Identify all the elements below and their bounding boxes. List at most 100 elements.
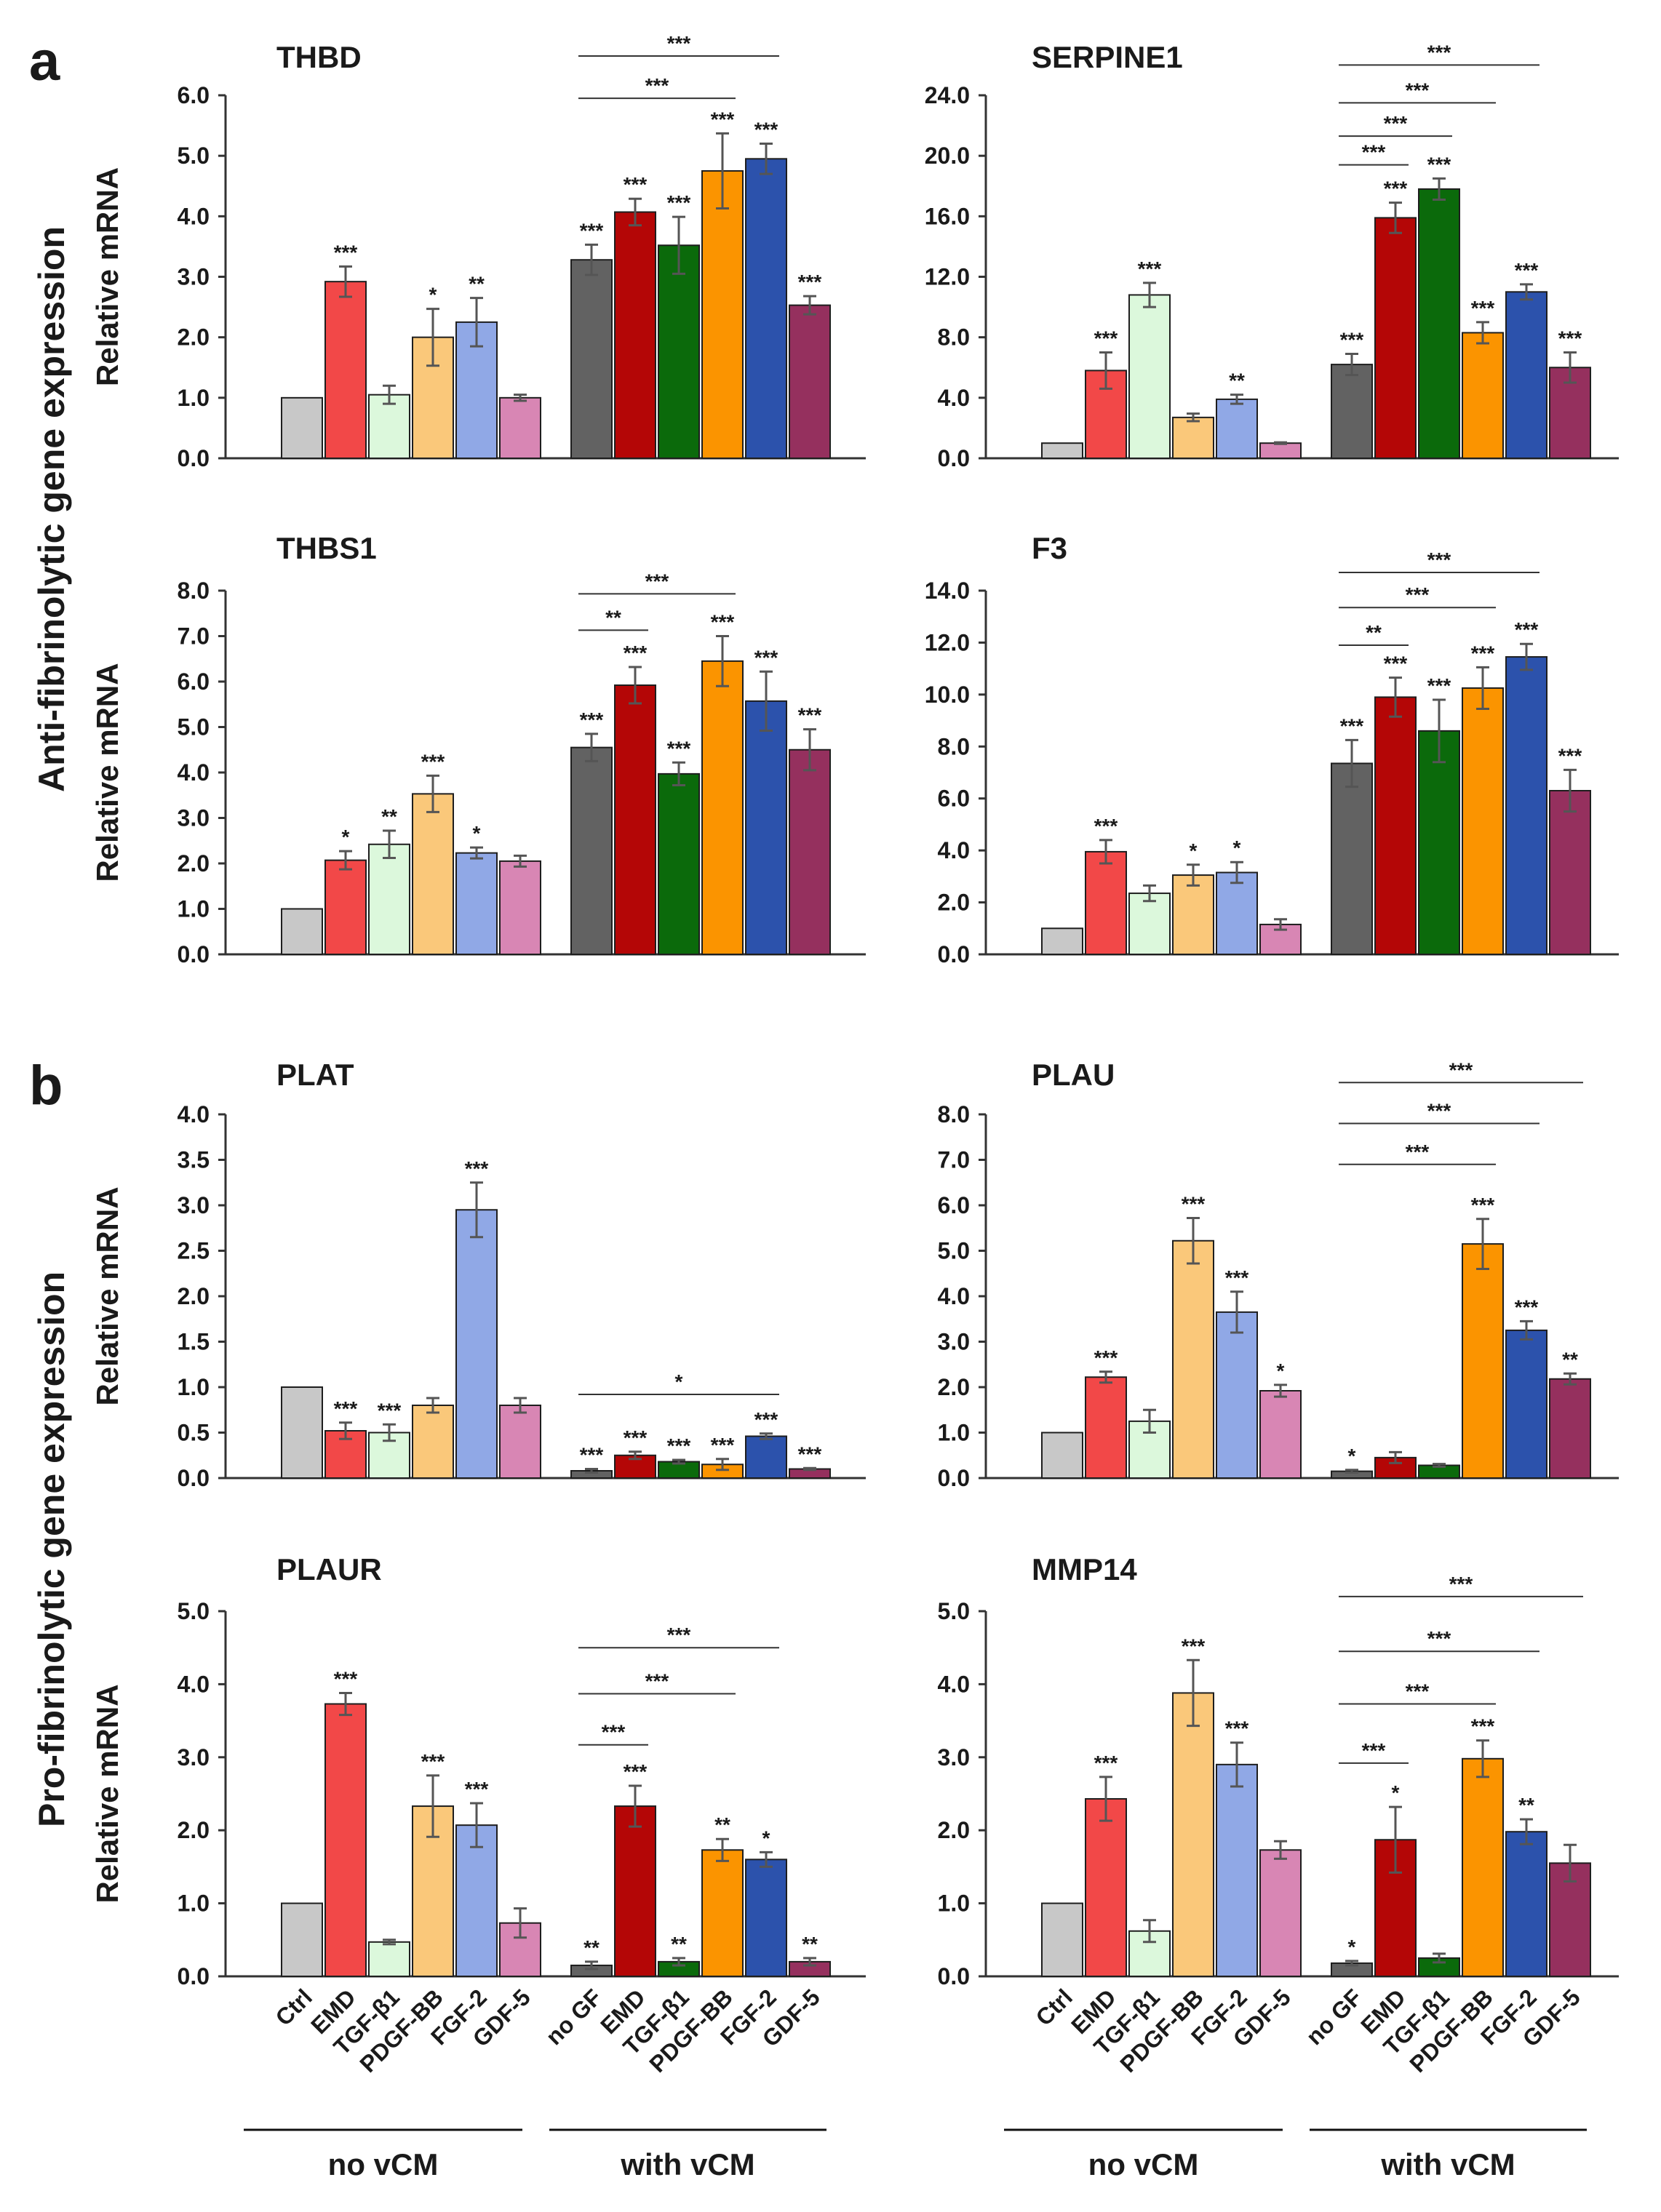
y-tick-label: 0.0 — [178, 1963, 210, 1989]
y-tick-label: 2.0 — [938, 1374, 970, 1400]
significance-label: * — [1277, 1359, 1285, 1382]
y-tick-label: 4.0 — [178, 203, 210, 229]
bar-11 — [789, 748, 831, 955]
comparison-label: ** — [605, 606, 621, 628]
y-tick-label: 0.0 — [938, 941, 970, 967]
significance-label: *** — [711, 1434, 735, 1456]
chart-title: THBD — [276, 40, 362, 74]
y-tick-label: 6.0 — [178, 82, 210, 108]
comparison-label: *** — [1427, 1627, 1451, 1650]
significance-label: *** — [421, 750, 445, 772]
y-tick-label: 0.0 — [938, 1465, 970, 1491]
significance-label: *** — [1471, 1715, 1495, 1738]
chart-title: F3 — [1032, 531, 1067, 565]
panel-letter-a: a — [29, 31, 60, 92]
bar-0 — [281, 1902, 323, 1978]
bar-10 — [1505, 291, 1548, 459]
y-tick-label: 10.0 — [925, 682, 970, 708]
y-tick-label: 20.0 — [925, 143, 970, 169]
significance-label: * — [473, 822, 481, 845]
bar-9 — [1462, 332, 1504, 459]
significance-label: *** — [1094, 815, 1118, 837]
significance-label: * — [1190, 839, 1198, 862]
bar-1 — [1085, 1798, 1127, 1978]
significance-label: ** — [1562, 1348, 1578, 1370]
y-tick-label: 0.0 — [938, 445, 970, 471]
y-tick-label: 5.0 — [178, 1598, 210, 1624]
y-tick-label: 5.0 — [938, 1598, 970, 1624]
bar-0 — [281, 1386, 323, 1479]
bar-4 — [1216, 871, 1258, 955]
significance-label: *** — [624, 1760, 648, 1783]
significance-label: * — [1392, 1781, 1400, 1804]
y-tick-label: 2.0 — [178, 1817, 210, 1843]
y-tick-label: 3.0 — [178, 1744, 210, 1770]
y-axis-label: Relative mRNA — [90, 1684, 124, 1903]
significance-label: *** — [754, 119, 778, 141]
bar-3 — [1172, 416, 1214, 459]
y-tick-label: 2.0 — [938, 890, 970, 916]
bar-1 — [1085, 850, 1127, 956]
chart-plat: PLAT Relative mRNA 0.0 0.5 1.0 1.5 2.0 2.5 3.0 3.… — [90, 1058, 866, 1491]
bar-5 — [1259, 1390, 1302, 1479]
group-label: no vCM — [328, 2147, 439, 2181]
bar-10 — [745, 1858, 787, 1978]
y-tick-label: 3.0 — [178, 805, 210, 831]
comparison-label: *** — [1427, 548, 1451, 571]
bar-10 — [745, 700, 787, 955]
y-tick-label: 7.0 — [178, 623, 210, 650]
y-tick-label: 8.0 — [938, 733, 970, 759]
group-label: with vCM — [620, 2147, 754, 2181]
panel-letter-b: b — [29, 1055, 63, 1117]
bar-0 — [1041, 1902, 1083, 1978]
y-tick-label: 1.0 — [178, 1890, 210, 1917]
y-tick-label: 4.0 — [178, 759, 210, 786]
comparison-label: *** — [667, 32, 691, 55]
bar-7 — [1374, 696, 1417, 956]
bar-10 — [1505, 1831, 1548, 1978]
bar-1 — [324, 859, 367, 955]
significance-label: *** — [1384, 177, 1408, 200]
bar-4 — [1216, 1763, 1258, 1978]
significance-label: *** — [667, 1434, 691, 1457]
chart-title: MMP14 — [1032, 1552, 1137, 1586]
bar-2 — [368, 394, 410, 459]
significance-label: * — [1348, 1936, 1356, 1958]
significance-label: *** — [1515, 618, 1539, 641]
bar-7 — [1374, 217, 1417, 459]
comparison-label: *** — [1384, 112, 1408, 135]
bar-6 — [570, 746, 613, 955]
significance-label: *** — [1094, 1752, 1118, 1774]
y-tick-label: 2.0 — [178, 1283, 210, 1309]
y-tick-label: 2.5 — [178, 1238, 210, 1264]
bar-9 — [1462, 1757, 1504, 1978]
y-tick-label: 5.0 — [178, 714, 210, 740]
significance-label: *** — [798, 271, 822, 293]
significance-label: *** — [334, 241, 358, 263]
y-tick-label: 3.0 — [938, 1744, 970, 1770]
significance-label: *** — [378, 1399, 402, 1421]
bar-8 — [1418, 188, 1460, 459]
comparison-label: *** — [1449, 1058, 1473, 1081]
significance-label: *** — [754, 646, 778, 668]
significance-label: *** — [1340, 714, 1364, 737]
category-label: no GF — [541, 1984, 607, 2050]
significance-label: ** — [381, 805, 397, 828]
bar-0 — [281, 908, 323, 955]
y-tick-label: 1.5 — [178, 1329, 210, 1355]
comparison-label: *** — [1406, 79, 1430, 101]
significance-label: *** — [1225, 1717, 1249, 1740]
comparison-label: *** — [1362, 141, 1386, 164]
significance-label: ** — [1229, 370, 1245, 392]
significance-label: *** — [334, 1667, 358, 1690]
y-axis-label: Relative mRNA — [90, 167, 124, 386]
significance-label: *** — [1515, 259, 1539, 282]
significance-label: * — [1348, 1445, 1356, 1467]
significance-label: *** — [1384, 652, 1408, 675]
chart-title: SERPINE1 — [1032, 40, 1183, 74]
y-tick-label: 2.0 — [178, 324, 210, 351]
significance-label: ** — [802, 1933, 818, 1955]
